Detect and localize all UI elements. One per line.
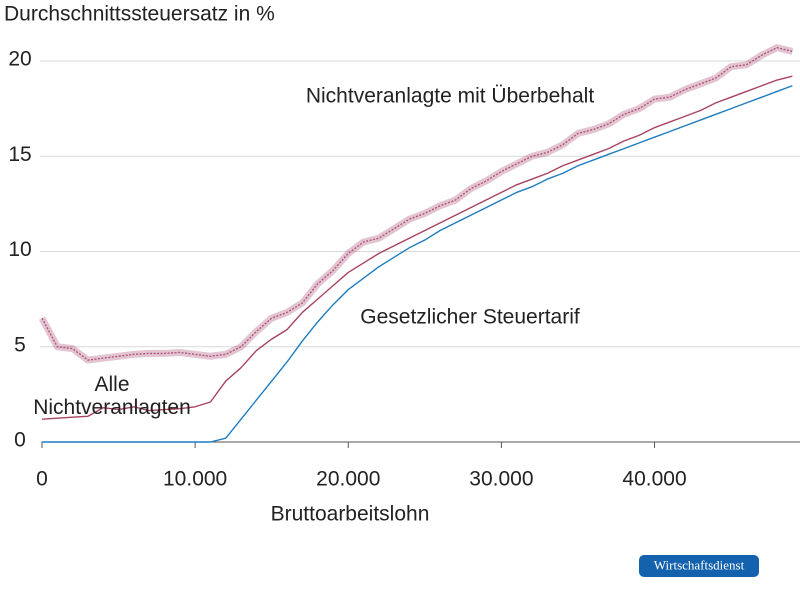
- series-label: Nichtveranlagte mit Überbehalt: [306, 85, 594, 108]
- badge: [639, 555, 759, 577]
- source: Wirtschaftsdienst: [654, 557, 745, 572]
- chart-title: Durchschnittssteuersatz in %: [4, 3, 275, 26]
- series-line: [41, 75, 793, 420]
- x-tick-label: 40.000: [622, 468, 686, 491]
- x-tick-label: 10.000: [163, 468, 227, 491]
- y-tick-label: 10: [8, 238, 31, 261]
- x-tick-label: 20.000: [316, 468, 380, 491]
- series-label: Gesetzlicher Steuertarif: [360, 306, 580, 329]
- series-line: [41, 46, 793, 361]
- x-tick-label: 0: [36, 468, 48, 491]
- y-tick-label: 0: [14, 429, 26, 452]
- y-tick-label: 5: [14, 333, 26, 356]
- series-label: Alle Nichtveranlagten: [33, 373, 191, 419]
- y-tick-label: 20: [8, 48, 31, 71]
- x-axis-title: Bruttoarbeitslohn: [271, 503, 430, 526]
- y-tick-label: 15: [8, 143, 31, 166]
- series-line: [42, 85, 793, 443]
- x-tick-label: 30.000: [469, 468, 533, 491]
